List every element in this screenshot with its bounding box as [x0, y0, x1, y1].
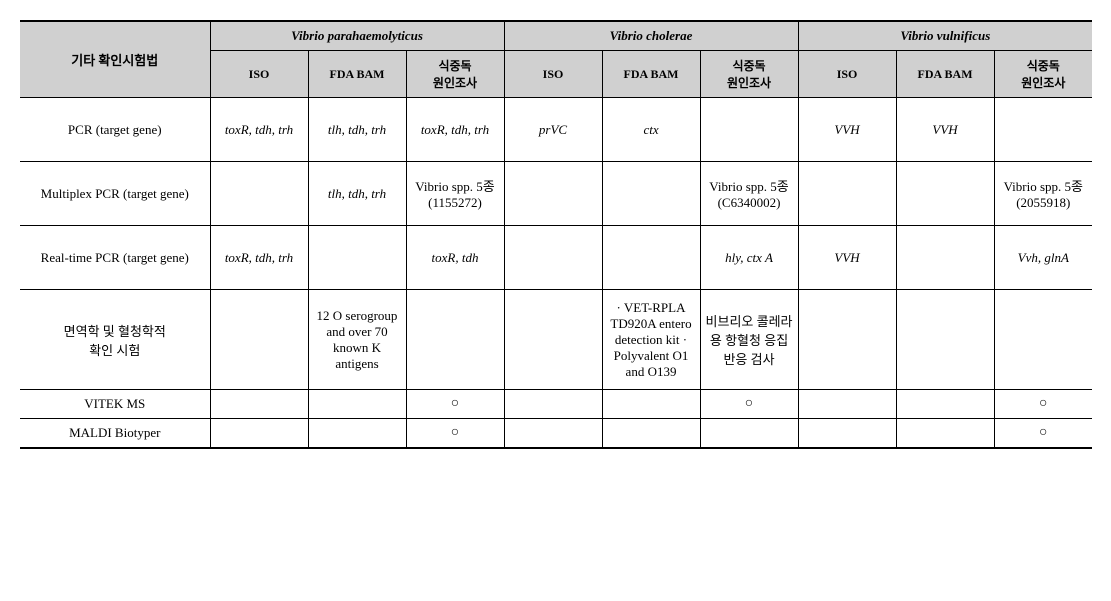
- row-label: VITEK MS: [20, 390, 210, 419]
- cell: [896, 419, 994, 449]
- table-body: PCR (target gene)toxR, tdh, trhtlh, tdh,…: [20, 98, 1092, 449]
- cell: ○: [700, 390, 798, 419]
- cell: prVC: [504, 98, 602, 162]
- subcol-vc-iso: ISO: [504, 51, 602, 98]
- cell: [210, 419, 308, 449]
- subcol-vc-fda: FDA BAM: [602, 51, 700, 98]
- cell: toxR, tdh: [406, 226, 504, 290]
- row-label: MALDI Biotyper: [20, 419, 210, 449]
- cell: [504, 162, 602, 226]
- cell: [210, 390, 308, 419]
- row-label: 면역학 및 혈청학적확인 시험: [20, 290, 210, 390]
- cell: Vibrio spp. 5종 (1155272): [406, 162, 504, 226]
- cell: [210, 290, 308, 390]
- cell: [994, 98, 1092, 162]
- cell: [896, 162, 994, 226]
- cell: tlh, tdh, trh: [308, 98, 406, 162]
- cell: ○: [994, 390, 1092, 419]
- cell: tlh, tdh, trh: [308, 162, 406, 226]
- col-header-vv: Vibrio vulnificus: [798, 21, 1092, 51]
- cell: [504, 419, 602, 449]
- table-row: Real-time PCR (target gene)toxR, tdh, tr…: [20, 226, 1092, 290]
- cell: toxR, tdh, trh: [406, 98, 504, 162]
- subcol-vp-iso: ISO: [210, 51, 308, 98]
- cell: [602, 226, 700, 290]
- cell: [798, 290, 896, 390]
- col-header-vc: Vibrio cholerae: [504, 21, 798, 51]
- cell: Vibrio spp. 5종 (2055918): [994, 162, 1092, 226]
- subcol-vp-kor: 식중독원인조사: [406, 51, 504, 98]
- cell: [994, 290, 1092, 390]
- subcol-vv-iso: ISO: [798, 51, 896, 98]
- cell: [896, 226, 994, 290]
- cell: ○: [994, 419, 1092, 449]
- cell: [798, 162, 896, 226]
- cell: [602, 419, 700, 449]
- cell: ○: [406, 390, 504, 419]
- row-label: Multiplex PCR (target gene): [20, 162, 210, 226]
- cell: [308, 226, 406, 290]
- table-row: Multiplex PCR (target gene) tlh, tdh, trh…: [20, 162, 1092, 226]
- subcol-vc-kor: 식중독원인조사: [700, 51, 798, 98]
- cell: [504, 226, 602, 290]
- subcol-vv-fda: FDA BAM: [896, 51, 994, 98]
- cell: VVH: [896, 98, 994, 162]
- table-row: 면역학 및 혈청학적확인 시험 12 O serogroup and over 7…: [20, 290, 1092, 390]
- cell: [406, 290, 504, 390]
- cell: [798, 390, 896, 419]
- cell: [896, 290, 994, 390]
- cell: Vvh, glnA: [994, 226, 1092, 290]
- cell: [308, 419, 406, 449]
- cell: toxR, tdh, trh: [210, 98, 308, 162]
- col-header-methods: 기타 확인시험법: [20, 21, 210, 98]
- cell: [504, 390, 602, 419]
- col-header-vp: Vibrio parahaemolyticus: [210, 21, 504, 51]
- table-header: 기타 확인시험법 Vibrio parahaemolyticus Vibrio …: [20, 21, 1092, 98]
- cell: ctx: [602, 98, 700, 162]
- cell: · VET-RPLA TD920A entero detection kit ·…: [602, 290, 700, 390]
- cell: [602, 162, 700, 226]
- row-label: Real-time PCR (target gene): [20, 226, 210, 290]
- subcol-vp-fda: FDA BAM: [308, 51, 406, 98]
- cell: [798, 419, 896, 449]
- cell: hly, ctx A: [700, 226, 798, 290]
- cell: [210, 162, 308, 226]
- vibrio-methods-table: 기타 확인시험법 Vibrio parahaemolyticus Vibrio …: [20, 20, 1092, 449]
- subcol-vv-kor: 식중독원인조사: [994, 51, 1092, 98]
- cell: [308, 390, 406, 419]
- row-label: PCR (target gene): [20, 98, 210, 162]
- cell: VVH: [798, 226, 896, 290]
- cell: VVH: [798, 98, 896, 162]
- table-row: MALDI Biotyper ○ ○: [20, 419, 1092, 449]
- cell: toxR, tdh, trh: [210, 226, 308, 290]
- cell: [700, 98, 798, 162]
- cell: [504, 290, 602, 390]
- cell: ○: [406, 419, 504, 449]
- cell: Vibrio spp. 5종 (C6340002): [700, 162, 798, 226]
- cell: [700, 419, 798, 449]
- table-row: PCR (target gene)toxR, tdh, trhtlh, tdh,…: [20, 98, 1092, 162]
- cell: [602, 390, 700, 419]
- cell: 비브리오 콜레라용 항혈청 응집반응 검사: [700, 290, 798, 390]
- cell: [896, 390, 994, 419]
- cell: 12 O serogroup and over 70 known K antig…: [308, 290, 406, 390]
- table-row: VITEK MS ○ ○ ○: [20, 390, 1092, 419]
